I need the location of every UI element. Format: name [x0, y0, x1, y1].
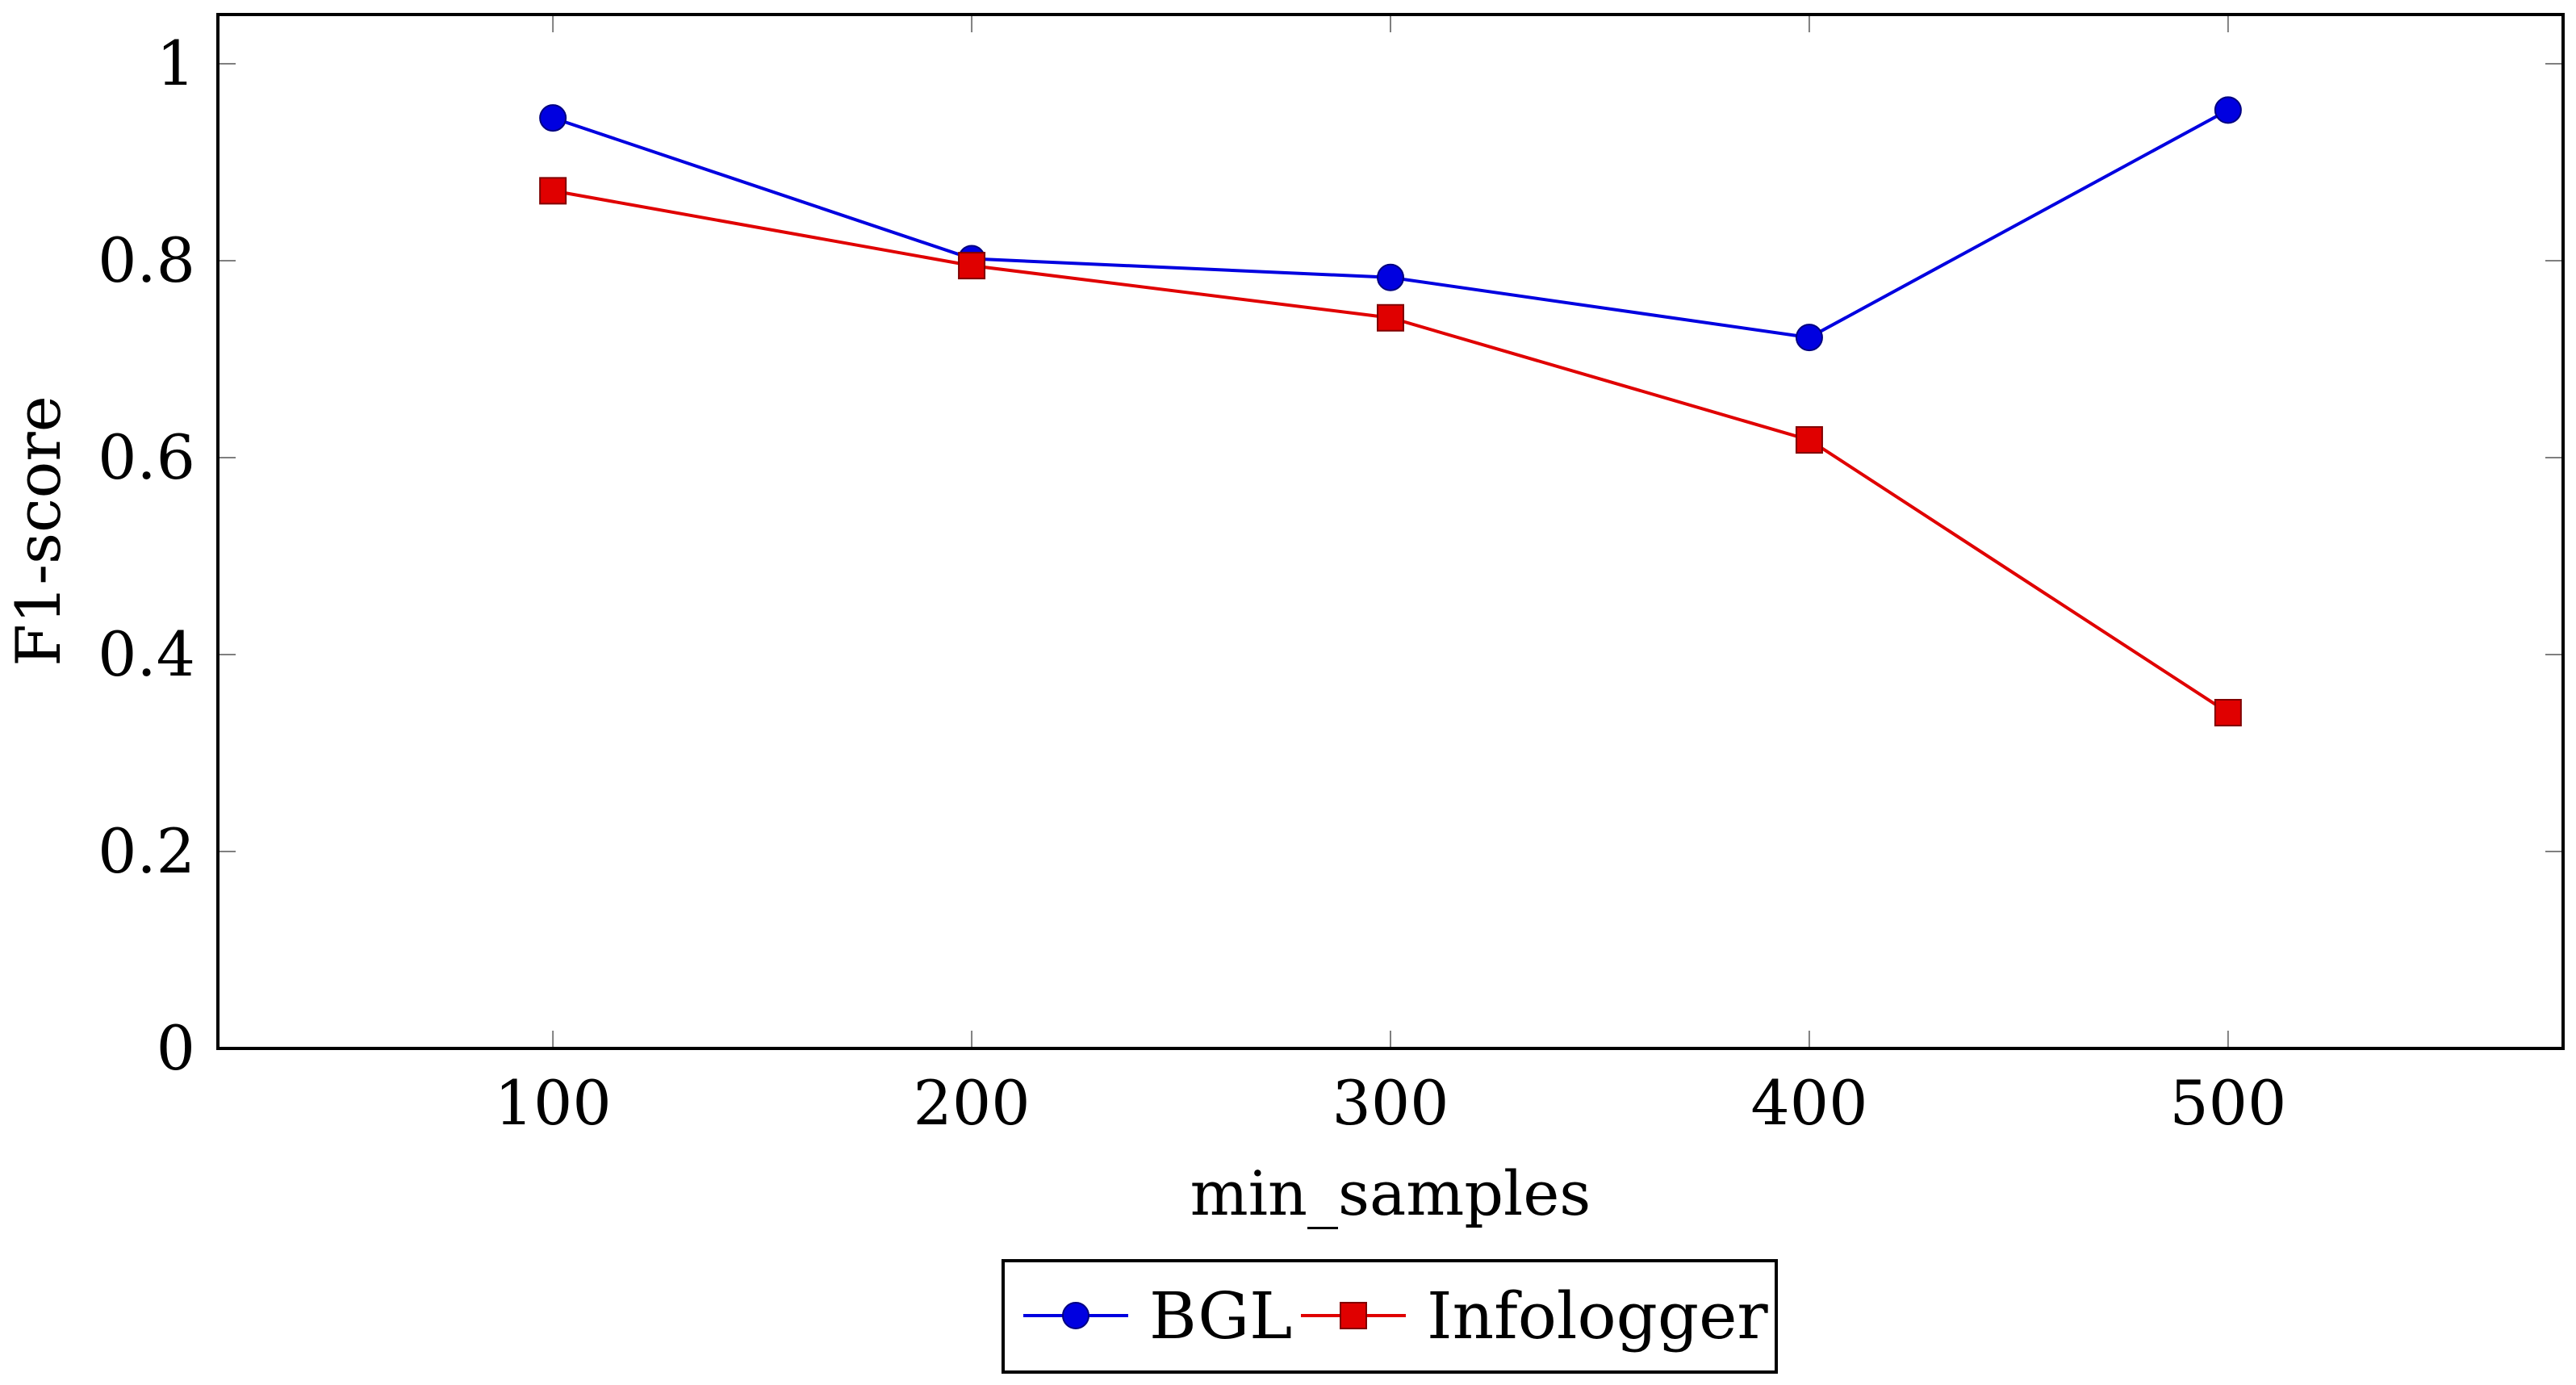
y-tick-label: 0	[157, 1012, 195, 1084]
legend-marker-bgl	[1062, 1302, 1089, 1329]
legend-label-bgl: BGL	[1149, 1278, 1292, 1354]
data-point-bgl	[1377, 263, 1404, 291]
data-point-infologger	[539, 177, 567, 205]
legend-item-bgl: BGL	[1023, 1278, 1292, 1354]
y-axis-ticks: 0 0.2 0.4 0.6 0.8 1	[98, 27, 2563, 1084]
y-tick-label: 0.2	[98, 815, 195, 887]
y-tick-label: 0.8	[98, 224, 195, 296]
legend-items: BGL Infologger	[1023, 1278, 1768, 1354]
data-point-bgl	[1795, 324, 1823, 352]
data-point-infologger	[1795, 426, 1823, 454]
y-tick-label: 0.4	[98, 618, 195, 690]
data-point-infologger	[2214, 698, 2242, 726]
data-point-infologger	[1377, 303, 1404, 332]
x-tick-label: 400	[1750, 1067, 1867, 1139]
x-axis-label: min_samples	[1190, 1157, 1591, 1229]
series-line-bgl	[552, 108, 2229, 340]
legend-item-infologger: Infologger	[1301, 1278, 1768, 1354]
legend-marker-infologger	[1340, 1302, 1367, 1329]
data-point-infologger	[958, 252, 986, 280]
x-tick-label: 100	[495, 1067, 612, 1139]
x-tick-label: 300	[1332, 1067, 1449, 1139]
legend-label-infologger: Infologger	[1427, 1278, 1768, 1354]
x-tick-label: 500	[2169, 1067, 2286, 1139]
x-tick-label: 200	[914, 1067, 1031, 1139]
series-infologger	[539, 177, 2242, 726]
y-axis-label: F1-score	[2, 395, 74, 666]
data-point-bgl	[539, 104, 567, 132]
legend: BGL Infologger	[1002, 1259, 1778, 1374]
plot-area-frame	[216, 13, 2565, 1050]
series-layer	[539, 96, 2242, 726]
data-point-bgl	[2214, 96, 2242, 124]
x-axis-ticks: 100 200 300 400 500	[495, 15, 2286, 1139]
y-tick-label: 0.6	[98, 421, 195, 493]
y-tick-label: 1	[157, 27, 195, 99]
